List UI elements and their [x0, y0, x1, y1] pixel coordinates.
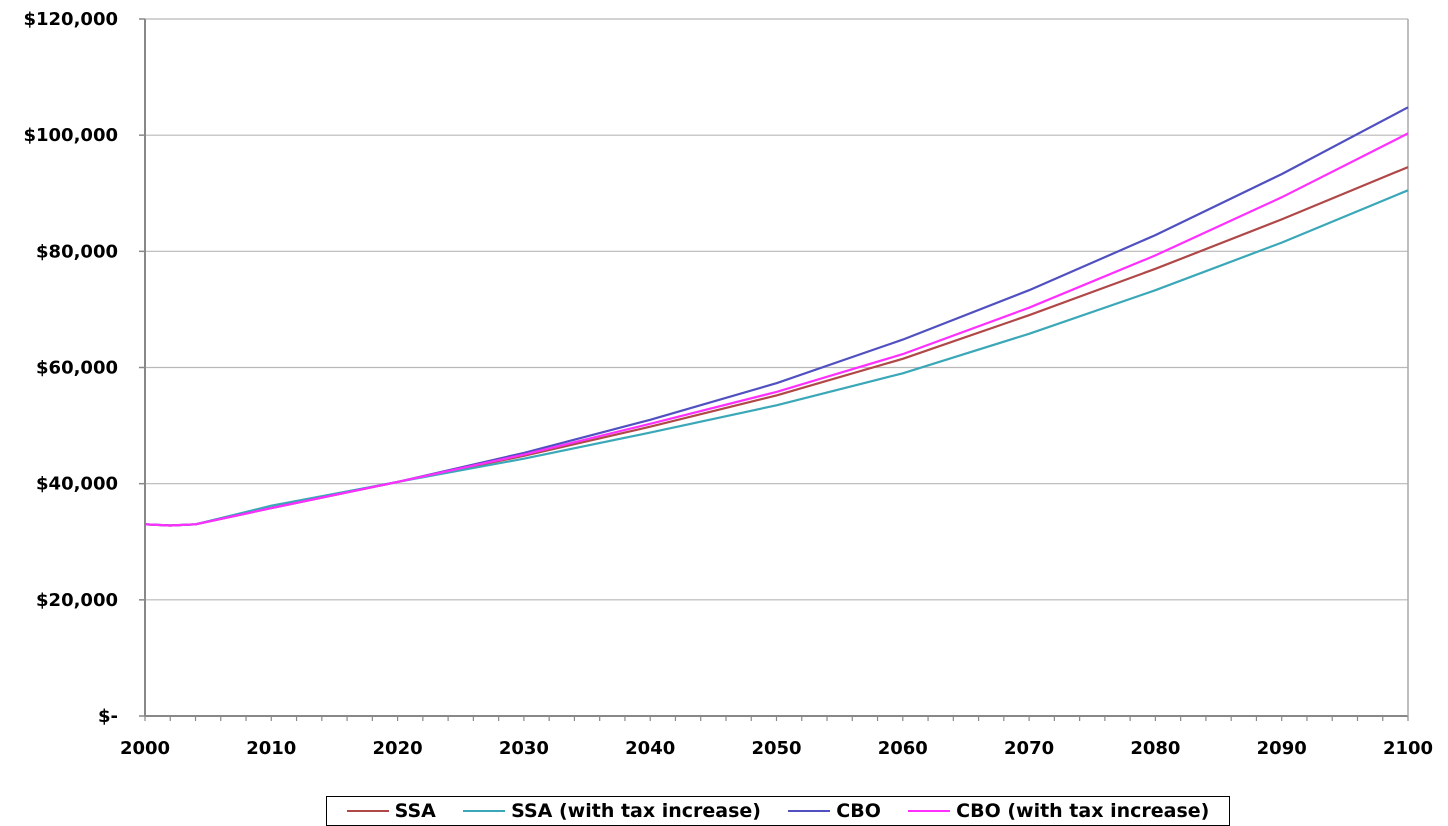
x-tick-label-9: 2090 [1257, 738, 1307, 759]
series-lines [144, 106, 1409, 527]
x-tick-label-6: 2060 [878, 738, 928, 759]
x-tick-label-2: 2020 [373, 738, 423, 759]
x-tick-label-0: 2000 [120, 738, 170, 759]
line-chart: $- $20,000 $40,000 $60,000 $80,000 $100,000 $1… [23, 9, 1433, 759]
legend-swatch-ssa-tax [463, 810, 506, 812]
legend-swatch-ssa [346, 810, 389, 812]
x-tick-label-1: 2010 [246, 738, 296, 759]
legend-label-cbo-tax: CBO (with tax increase) [956, 800, 1210, 822]
x-tick-label-5: 2050 [751, 738, 801, 759]
gridlines [145, 18, 1408, 601]
series-line-2 [144, 106, 1409, 527]
legend-swatch-cbo [788, 810, 831, 812]
y-tick-label-3: $60,000 [36, 358, 118, 379]
y-tick-label-0: $- [98, 706, 118, 727]
legend-item-cbo-tax: CBO (with tax increase) [908, 800, 1209, 822]
x-tick-label-7: 2070 [1004, 738, 1054, 759]
y-tick-label-6: $120,000 [23, 9, 118, 30]
x-tick-label-3: 2030 [499, 738, 549, 759]
y-tick-label-1: $20,000 [36, 590, 118, 611]
series-line-0 [144, 166, 1409, 527]
legend-item-ssa: SSA [346, 800, 436, 822]
legend-swatch-cbo-tax [908, 810, 951, 812]
legend-item-cbo: CBO [788, 800, 881, 822]
series-line-3 [144, 132, 1409, 527]
x-tick-label-4: 2040 [625, 738, 675, 759]
x-tick-label-8: 2080 [1130, 738, 1180, 759]
legend: SSA SSA (with tax increase) CBO CBO (wit… [326, 796, 1230, 826]
legend-label-cbo: CBO [836, 800, 881, 822]
legend-item-ssa-tax: SSA (with tax increase) [463, 800, 761, 822]
y-tick-label-4: $80,000 [36, 241, 118, 262]
x-tick-label-10: 2100 [1383, 738, 1433, 759]
legend-label-ssa: SSA [394, 800, 436, 822]
y-tick-label-5: $100,000 [23, 125, 118, 146]
y-tick-label-2: $40,000 [36, 474, 118, 495]
series-line-1 [144, 189, 1409, 527]
legend-label-ssa-tax: SSA (with tax increase) [511, 800, 761, 822]
axes [139, 18, 1409, 721]
tick-labels: $- $20,000 $40,000 $60,000 $80,000 $100,000 $1… [23, 9, 1433, 759]
